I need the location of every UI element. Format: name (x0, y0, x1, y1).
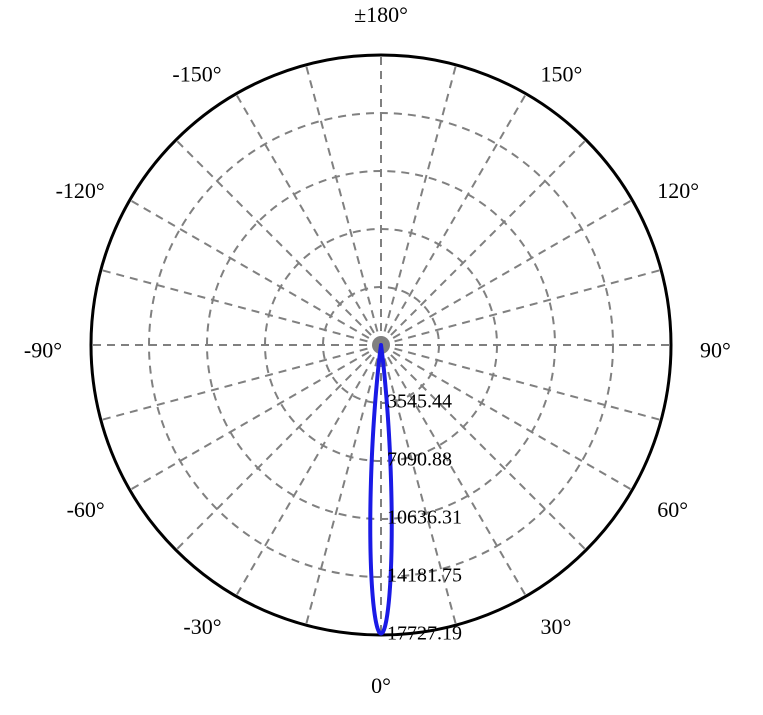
angle-label: -60° (67, 497, 105, 522)
angle-label: 90° (700, 338, 731, 363)
angle-label: -30° (183, 614, 221, 639)
radial-label: 17727.19 (387, 623, 462, 645)
radial-label: 14181.75 (387, 565, 462, 587)
angle-label: 30° (541, 614, 572, 639)
radial-label: 7090.88 (387, 449, 452, 471)
polar-svg: ±180° -150° -120° -90° -60° -30° 0° 30° 60° 90° 12… (0, 0, 763, 715)
angle-label: -120° (56, 178, 105, 203)
radial-label: 3545.44 (387, 391, 452, 413)
radial-label: 10636.31 (387, 507, 462, 529)
angle-label: 0° (371, 673, 391, 698)
polar-chart: ±180° -150° -120° -90° -60° -30° 0° 30° 60° 90° 12… (0, 0, 763, 715)
angle-label: 150° (541, 61, 583, 86)
angle-label: 60° (657, 497, 688, 522)
angle-label: -150° (172, 61, 221, 86)
angle-label: -90° (24, 338, 62, 363)
angle-label: ±180° (354, 2, 408, 27)
angle-label: 120° (657, 178, 699, 203)
